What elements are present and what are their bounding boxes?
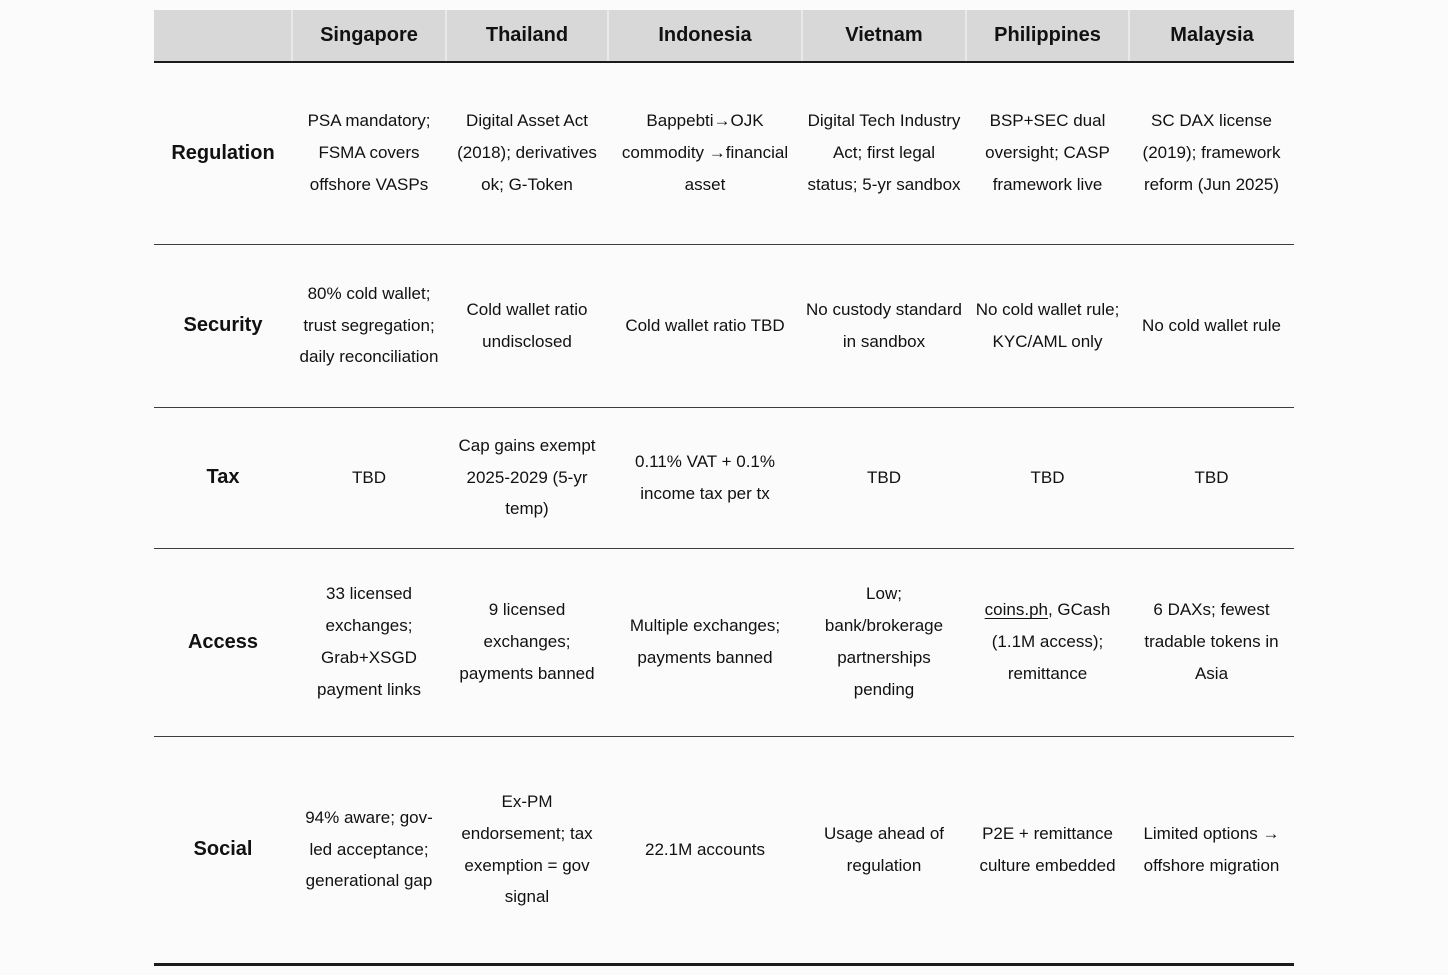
cell-security-philippines: No cold wallet rule; KYC/AML only: [975, 299, 1120, 351]
cell-access-indonesia: Multiple exchanges; payments banned: [629, 616, 781, 667]
cell-access-thailand: 9 licensed exchanges; payments banned: [459, 600, 595, 683]
cell-access-malaysia: 6 DAXs; fewest tradable tokens in Asia: [1144, 600, 1279, 683]
column-header-philippines: Philippines: [965, 10, 1129, 63]
row-label-access: Access: [187, 630, 259, 653]
row-label-tax: Tax: [206, 466, 240, 488]
row-label-social: Social: [193, 838, 253, 860]
corner-cell: [154, 10, 292, 63]
coins-ph-link[interactable]: coins.ph: [984, 600, 1048, 620]
cell-regulation-indonesia: Bappebti→OJK commodity →financial asset: [621, 111, 789, 195]
table-row-tax: Tax TBD Cap gains exempt 2025-2029 (5-yr t…: [154, 407, 1294, 548]
table-row-social: Social 94% aware; gov-led acceptance; gen…: [154, 736, 1294, 964]
cell-security-thailand: Cold wallet ratio undisclosed: [466, 299, 588, 351]
column-header-malaysia: Malaysia: [1128, 10, 1294, 63]
column-header-vietnam: Vietnam: [801, 10, 966, 63]
header-row: Singapore Thailand Indonesia Vietnam Phi…: [154, 10, 1294, 63]
row-label-security: Security: [183, 314, 263, 336]
cell-security-singapore: 80% cold wallet; trust segregation; dail…: [299, 283, 439, 367]
cell-social-thailand: Ex-PM endorsement; tax exemption = gov s…: [461, 791, 593, 907]
cell-social-indonesia: 22.1M accounts: [644, 839, 765, 859]
cell-social-singapore: 94% aware; gov-led acceptance; generatio…: [305, 807, 433, 891]
column-header-indonesia: Indonesia: [607, 10, 802, 63]
table-row-access: Access 33 licensed exchanges; Grab+XSGD p…: [154, 548, 1294, 736]
cell-tax-thailand: Cap gains exempt 2025-2029 (5-yr temp): [458, 435, 596, 519]
cell-tax-indonesia: 0.11% VAT + 0.1% income tax per tx: [634, 451, 776, 503]
cell-access-philippines: coins.ph, GCash (1.1M access); remittanc…: [984, 600, 1111, 683]
cell-social-malaysia: Limited options → offshore migration: [1143, 823, 1280, 875]
cell-access-vietnam: Low; bank/brokerage partnerships pending: [824, 584, 944, 699]
cell-social-philippines: P2E + remittance culture embedded: [979, 823, 1116, 875]
cell-tax-malaysia: TBD: [1194, 467, 1229, 487]
cell-social-vietnam: Usage ahead of regulation: [823, 823, 945, 875]
comparison-table-wrap: Singapore Thailand Indonesia Vietnam Phi…: [154, 10, 1294, 966]
cell-security-malaysia: No cold wallet rule: [1142, 315, 1281, 335]
table-row-regulation: Regulation PSA mandatory; FSMA covers off…: [154, 62, 1294, 244]
comparison-table: Singapore Thailand Indonesia Vietnam Phi…: [154, 10, 1294, 966]
cell-regulation-philippines: BSP+SEC dual oversight; CASP framework l…: [985, 111, 1110, 195]
cell-security-indonesia: Cold wallet ratio TBD: [625, 315, 785, 335]
column-header-thailand: Thailand: [445, 10, 608, 63]
cell-security-vietnam: No custody standard in sandbox: [806, 299, 962, 351]
table-body: Regulation PSA mandatory; FSMA covers off…: [154, 62, 1294, 964]
cell-tax-philippines: TBD: [1030, 467, 1065, 487]
cell-tax-singapore: TBD: [352, 467, 386, 487]
cell-tax-vietnam: TBD: [867, 467, 901, 487]
column-header-singapore: Singapore: [291, 10, 446, 63]
cell-regulation-thailand: Digital Asset Act (2018); derivatives ok…: [457, 111, 597, 195]
cell-regulation-malaysia: SC DAX license (2019); framework reform …: [1142, 111, 1281, 195]
table-row-security: Security 80% cold wallet; trust segregati…: [154, 244, 1294, 407]
row-label-regulation: Regulation: [171, 141, 275, 164]
cropped-caption-strip: [0, 966, 1448, 975]
cell-regulation-singapore: PSA mandatory; FSMA covers offshore VASP…: [307, 111, 431, 195]
cell-regulation-vietnam: Digital Tech Industry Act; first legal s…: [807, 111, 961, 195]
cell-access-singapore: 33 licensed exchanges; Grab+XSGD payment…: [317, 584, 421, 699]
table-header: Singapore Thailand Indonesia Vietnam Phi…: [154, 10, 1294, 63]
